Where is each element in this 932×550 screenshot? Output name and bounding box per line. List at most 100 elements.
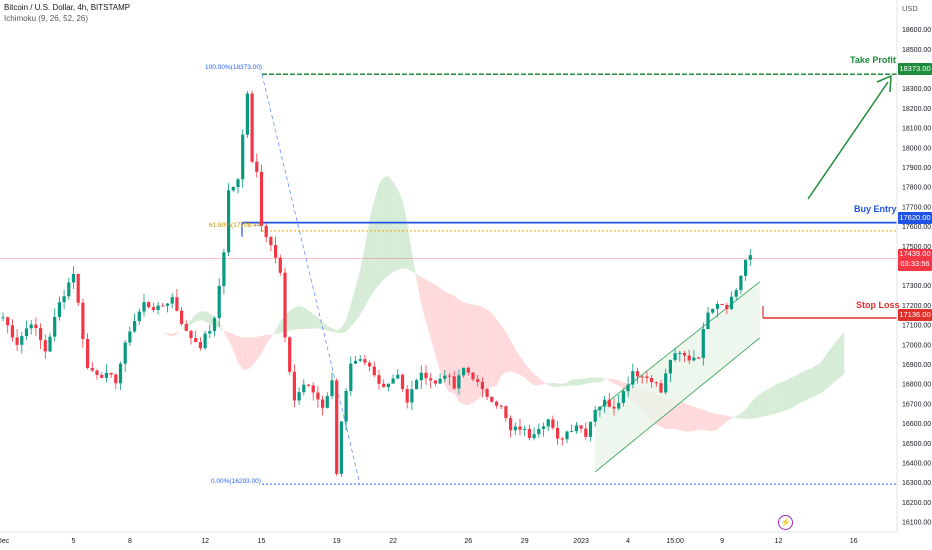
stop-loss-label: Stop Loss [856,300,900,310]
candle-body [715,303,719,309]
cloud-segment [191,314,196,325]
candle-body [29,324,33,329]
cloud-segment [195,311,201,322]
candle-body [123,342,127,364]
candle-body [20,336,24,345]
x-tick-label: 22 [389,538,397,545]
cloud-segment [717,414,723,430]
candle-body [306,384,311,386]
fib-0-label: 0.00%(16293.00) [211,478,261,485]
cloud-segment [205,311,210,324]
x-tick-label: Dec [0,538,10,545]
candle-body [711,308,715,313]
candle-body [664,373,668,393]
candle-body [128,331,132,343]
candle-body [53,316,57,337]
candle-body [15,337,19,345]
candle-body [34,324,38,329]
cloud-segment [722,414,727,426]
trade-levels [0,73,897,485]
cloud-segment [289,307,295,331]
y-tick-label: 16500.00 [902,441,931,448]
cloud-segment [252,336,257,366]
y-tick-label: 17300.00 [902,283,931,290]
y-tick-label: 16800.00 [902,382,931,389]
cloud-segment [430,282,436,355]
candle-body [452,376,456,389]
candle-body [90,367,94,371]
candle-body [250,93,254,162]
candle-body [10,325,14,338]
candle-body [494,401,499,406]
bar-countdown: 03:33:56 [900,259,930,268]
candle-body [706,312,710,330]
cloud-segment [816,362,821,396]
cloud-segment [708,411,713,432]
cloud-segment [416,274,422,305]
candle-body [654,382,658,384]
cloud-segment [463,302,469,406]
candle-body [584,428,588,437]
candle-body [391,378,395,384]
x-tick-label: 12 [201,538,209,545]
lightning-icon[interactable]: ⚡ [778,515,793,530]
cloud-segment [449,293,455,394]
cloud-segment [510,340,516,374]
cloud-segment [806,368,812,400]
y-tick-label: 18300.00 [902,86,931,93]
cloud-segment [172,332,177,337]
candle-body [659,383,663,393]
cloud-segment [313,313,318,329]
cloud-segment [242,337,248,370]
cloud-segment [144,331,149,333]
fib-trend-line [261,74,361,485]
x-tick-label: 5 [72,538,76,545]
cloud-segment [360,245,365,315]
cloud-segment [487,309,492,390]
candle-body [640,376,644,378]
candle-body [471,372,475,380]
cloud-segment [341,320,347,334]
candle-body [156,305,160,310]
projection-arrow-line [807,81,889,200]
y-tick-label: 17000.00 [902,342,931,349]
candle-body [739,275,743,291]
y-tick-label: 16300.00 [902,480,931,487]
cloud-segment [200,311,206,322]
cloud-segment [783,379,788,412]
candle-body [462,367,466,376]
cloud-segment [379,177,384,285]
y-tick-label: 16400.00 [902,461,931,468]
cloud-segment [604,378,610,381]
cloud-segment [440,288,445,386]
candle-body [612,406,616,409]
cloud-segment [599,377,605,383]
cloud-segment [332,328,337,333]
fib-618-label: 61.80%(17708.44) [209,222,263,229]
candle-body [43,340,47,352]
cloud-segment [552,382,558,387]
candle-body [339,421,343,474]
stop-loss-price-tag: 17136.00 [898,309,932,321]
cloud-segment [839,332,845,378]
candle-body [330,380,334,397]
cloud-segment [421,276,426,323]
cloud-segment [834,337,840,382]
candle-body [137,311,141,322]
x-tick-label: 12 [775,538,783,545]
candle-body [194,338,198,343]
candle-body [527,428,531,439]
cloud-segment [505,332,511,373]
cloud-segment [595,377,600,383]
candle-body [523,428,527,430]
cloud-segment [299,305,304,330]
candle-body [673,353,677,360]
candle-body [382,383,386,387]
candle-body [509,418,513,431]
candle-body [405,389,409,403]
cloud-segment [562,382,567,387]
cloud-segment [473,304,478,403]
candle-body [551,419,555,428]
